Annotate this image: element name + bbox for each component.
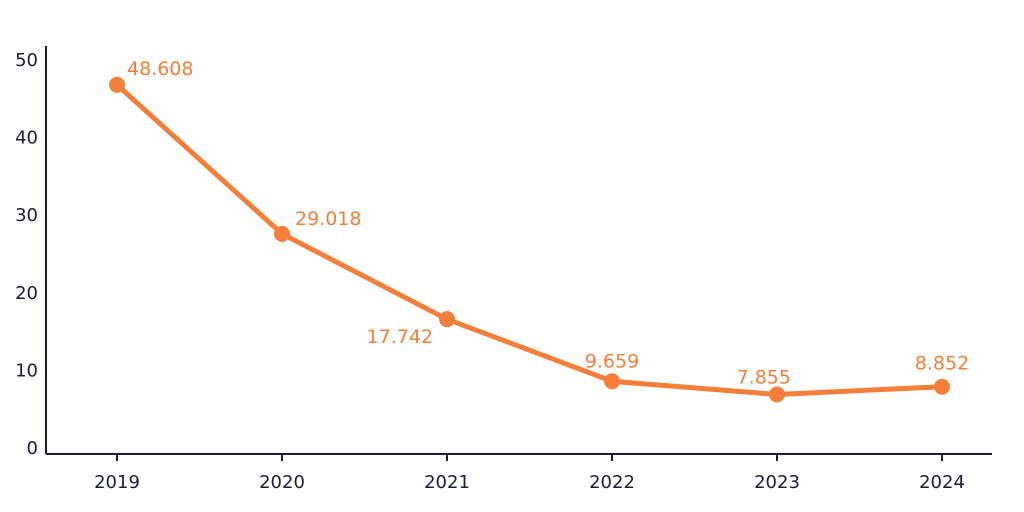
y-tick-label: 30 bbox=[15, 205, 38, 226]
data-label: 17.742 bbox=[367, 326, 433, 348]
y-tick-label: 0 bbox=[27, 438, 38, 459]
x-tick-label: 2020 bbox=[259, 472, 305, 493]
data-point-marker bbox=[604, 373, 620, 390]
data-label: 9.659 bbox=[585, 350, 639, 372]
y-tick-label: 40 bbox=[15, 128, 38, 149]
series-line bbox=[114, 82, 945, 397]
x-tick-label: 2019 bbox=[94, 472, 140, 493]
data-point-marker bbox=[109, 76, 125, 93]
data-point-marker bbox=[439, 311, 455, 328]
x-tick-label: 2021 bbox=[424, 472, 470, 493]
y-tick-label: 20 bbox=[15, 283, 38, 304]
y-axis-ticks: 0 10 20 30 40 50 bbox=[15, 50, 38, 459]
data-label: 29.018 bbox=[295, 208, 361, 230]
data-point-marker bbox=[274, 225, 290, 242]
series-layer bbox=[109, 76, 950, 403]
x-tick-label: 2022 bbox=[589, 472, 635, 493]
y-tick-label: 50 bbox=[15, 50, 38, 71]
y-tick-label: 10 bbox=[15, 360, 38, 381]
data-point-marker bbox=[934, 378, 950, 395]
data-label: 48.608 bbox=[127, 58, 193, 80]
data-label: 8.852 bbox=[915, 353, 969, 375]
data-label: 7.855 bbox=[737, 366, 791, 388]
x-tick-label: 2024 bbox=[919, 472, 965, 493]
data-label-layer: 48.608 29.018 17.742 9.659 7.855 8.852 bbox=[127, 58, 969, 389]
x-axis-ticks: 2019 2020 2021 2022 2023 2024 bbox=[94, 454, 965, 493]
data-point-marker bbox=[769, 386, 785, 403]
x-tick-label: 2023 bbox=[754, 472, 800, 493]
